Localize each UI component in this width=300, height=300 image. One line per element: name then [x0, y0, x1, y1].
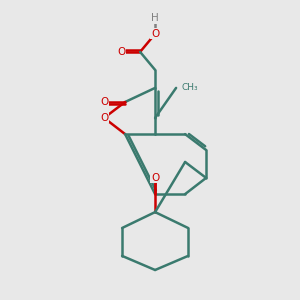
Text: CH₃: CH₃ [182, 83, 198, 92]
Text: H: H [151, 13, 159, 23]
Text: O: O [100, 97, 108, 107]
Text: O: O [100, 113, 108, 123]
Text: O: O [151, 29, 159, 39]
Text: O: O [117, 47, 126, 57]
Text: O: O [151, 173, 159, 183]
